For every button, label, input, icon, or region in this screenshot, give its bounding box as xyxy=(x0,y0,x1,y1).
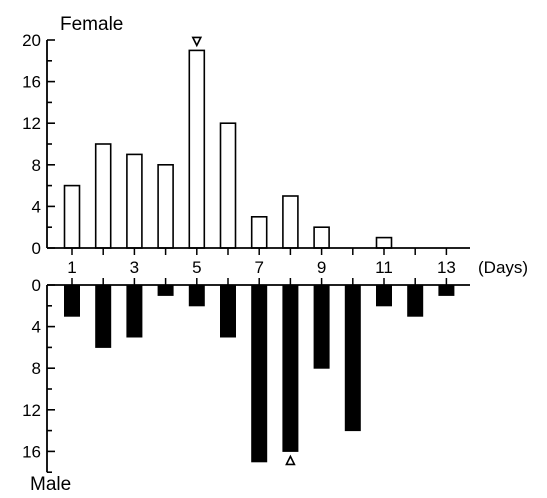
female-bar xyxy=(282,195,299,249)
male-y-tick-label: 12 xyxy=(22,401,41,420)
male-bar xyxy=(157,284,174,296)
male-bar xyxy=(313,284,330,369)
male-y-tick-label: 8 xyxy=(32,359,41,378)
x-tick-label: 9 xyxy=(317,258,326,277)
female-y-tick-label: 4 xyxy=(32,197,41,216)
female-bar xyxy=(219,122,237,249)
male-bar xyxy=(407,284,424,317)
female-bar xyxy=(313,226,330,249)
male-y-tick-label: 16 xyxy=(22,442,41,461)
female-y-tick-label: 8 xyxy=(32,156,41,175)
x-tick-label: 5 xyxy=(192,258,201,277)
male-bar xyxy=(220,284,236,338)
male-bar xyxy=(438,284,455,296)
female-bar xyxy=(157,164,174,249)
female-y-tick-label: 12 xyxy=(22,114,41,133)
male-y-tick-label: 4 xyxy=(32,318,41,337)
male-title: Male xyxy=(30,474,71,495)
x-tick-label: 1 xyxy=(67,258,76,277)
male-bar xyxy=(64,284,80,317)
female-y-tick-label: 20 xyxy=(22,31,41,50)
x-tick-label: 7 xyxy=(254,258,263,277)
female-panel: 0 4 8 12 16 20 Female xyxy=(22,14,393,258)
female-y-tick-label: 16 xyxy=(22,73,41,92)
male-bar xyxy=(126,284,143,338)
x-tick-label: 3 xyxy=(130,258,139,277)
male-bar xyxy=(344,284,361,432)
x-axis: 1 3 5 7 9 11 13 (Days) xyxy=(47,247,528,286)
peak-marker-icon xyxy=(285,454,296,466)
male-panel: 0 4 8 12 16 Male xyxy=(22,276,455,495)
male-bar xyxy=(251,284,268,463)
female-y-tick-label: 0 xyxy=(32,239,41,258)
male-bar xyxy=(95,284,112,348)
male-bar xyxy=(282,284,299,452)
female-bar xyxy=(250,216,268,249)
male-bar xyxy=(376,284,392,307)
male-bar xyxy=(188,284,205,307)
female-bar xyxy=(63,184,81,249)
female-bar xyxy=(188,49,206,249)
female-bar xyxy=(375,236,393,249)
x-tick-label: 13 xyxy=(437,258,456,277)
female-title: Female xyxy=(60,14,123,35)
x-tick-label: 11 xyxy=(375,258,393,277)
peak-marker-icon xyxy=(191,36,203,48)
female-bar xyxy=(94,143,112,249)
male-y-tick-label: 0 xyxy=(32,276,41,295)
x-axis-unit-label: (Days) xyxy=(478,258,528,277)
female-bar xyxy=(126,153,143,249)
